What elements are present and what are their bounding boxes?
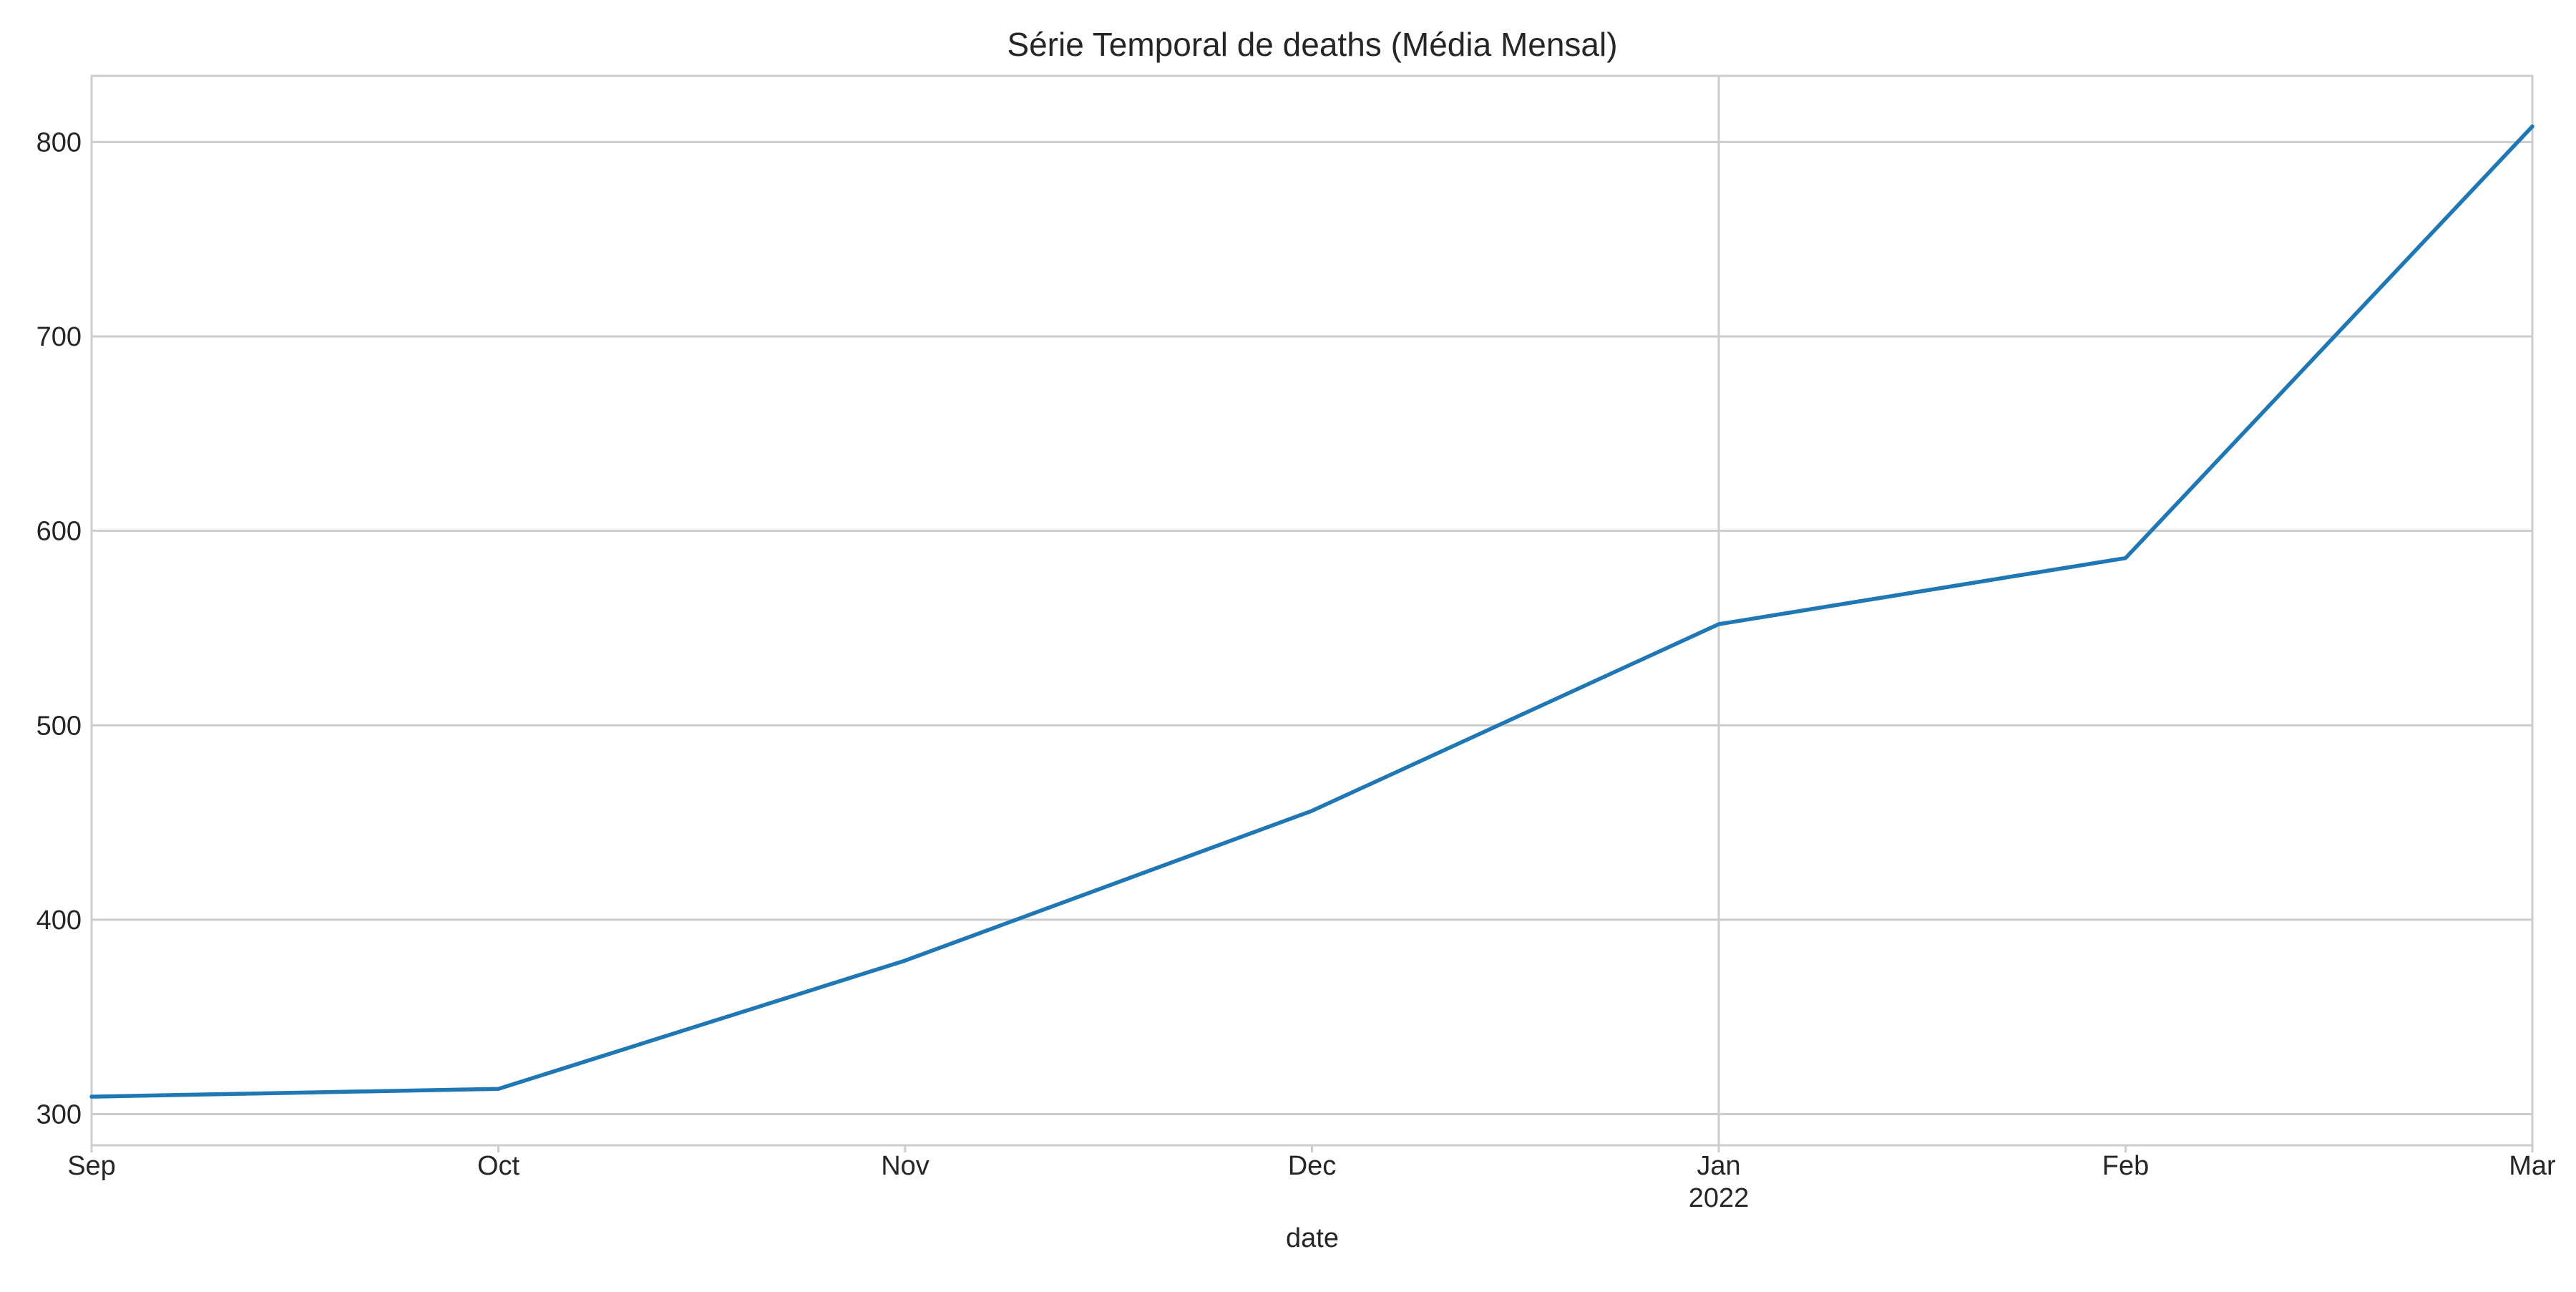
x-tick-year-label: 2022 [1689, 1183, 1750, 1213]
y-tick-label: 500 [36, 711, 82, 741]
x-tick-label: Mar [2509, 1151, 2556, 1181]
x-tick-label: Sep [67, 1151, 116, 1181]
y-tick-label: 800 [36, 127, 82, 157]
x-tick-label: Jan [1697, 1151, 1740, 1181]
y-tick-label: 600 [36, 517, 82, 547]
x-tick-label: Oct [477, 1151, 520, 1181]
y-tick-label: 700 [36, 322, 82, 352]
x-tick-label: Feb [2102, 1151, 2149, 1181]
x-axis-label: date [1286, 1223, 1339, 1253]
x-tick-label: Nov [881, 1151, 930, 1181]
y-tick-label: 400 [36, 905, 82, 936]
x-tick-label: Dec [1288, 1151, 1337, 1181]
chart-title: Série Temporal de deaths (Média Mensal) [1007, 26, 1617, 63]
y-tick-label: 300 [36, 1100, 82, 1130]
